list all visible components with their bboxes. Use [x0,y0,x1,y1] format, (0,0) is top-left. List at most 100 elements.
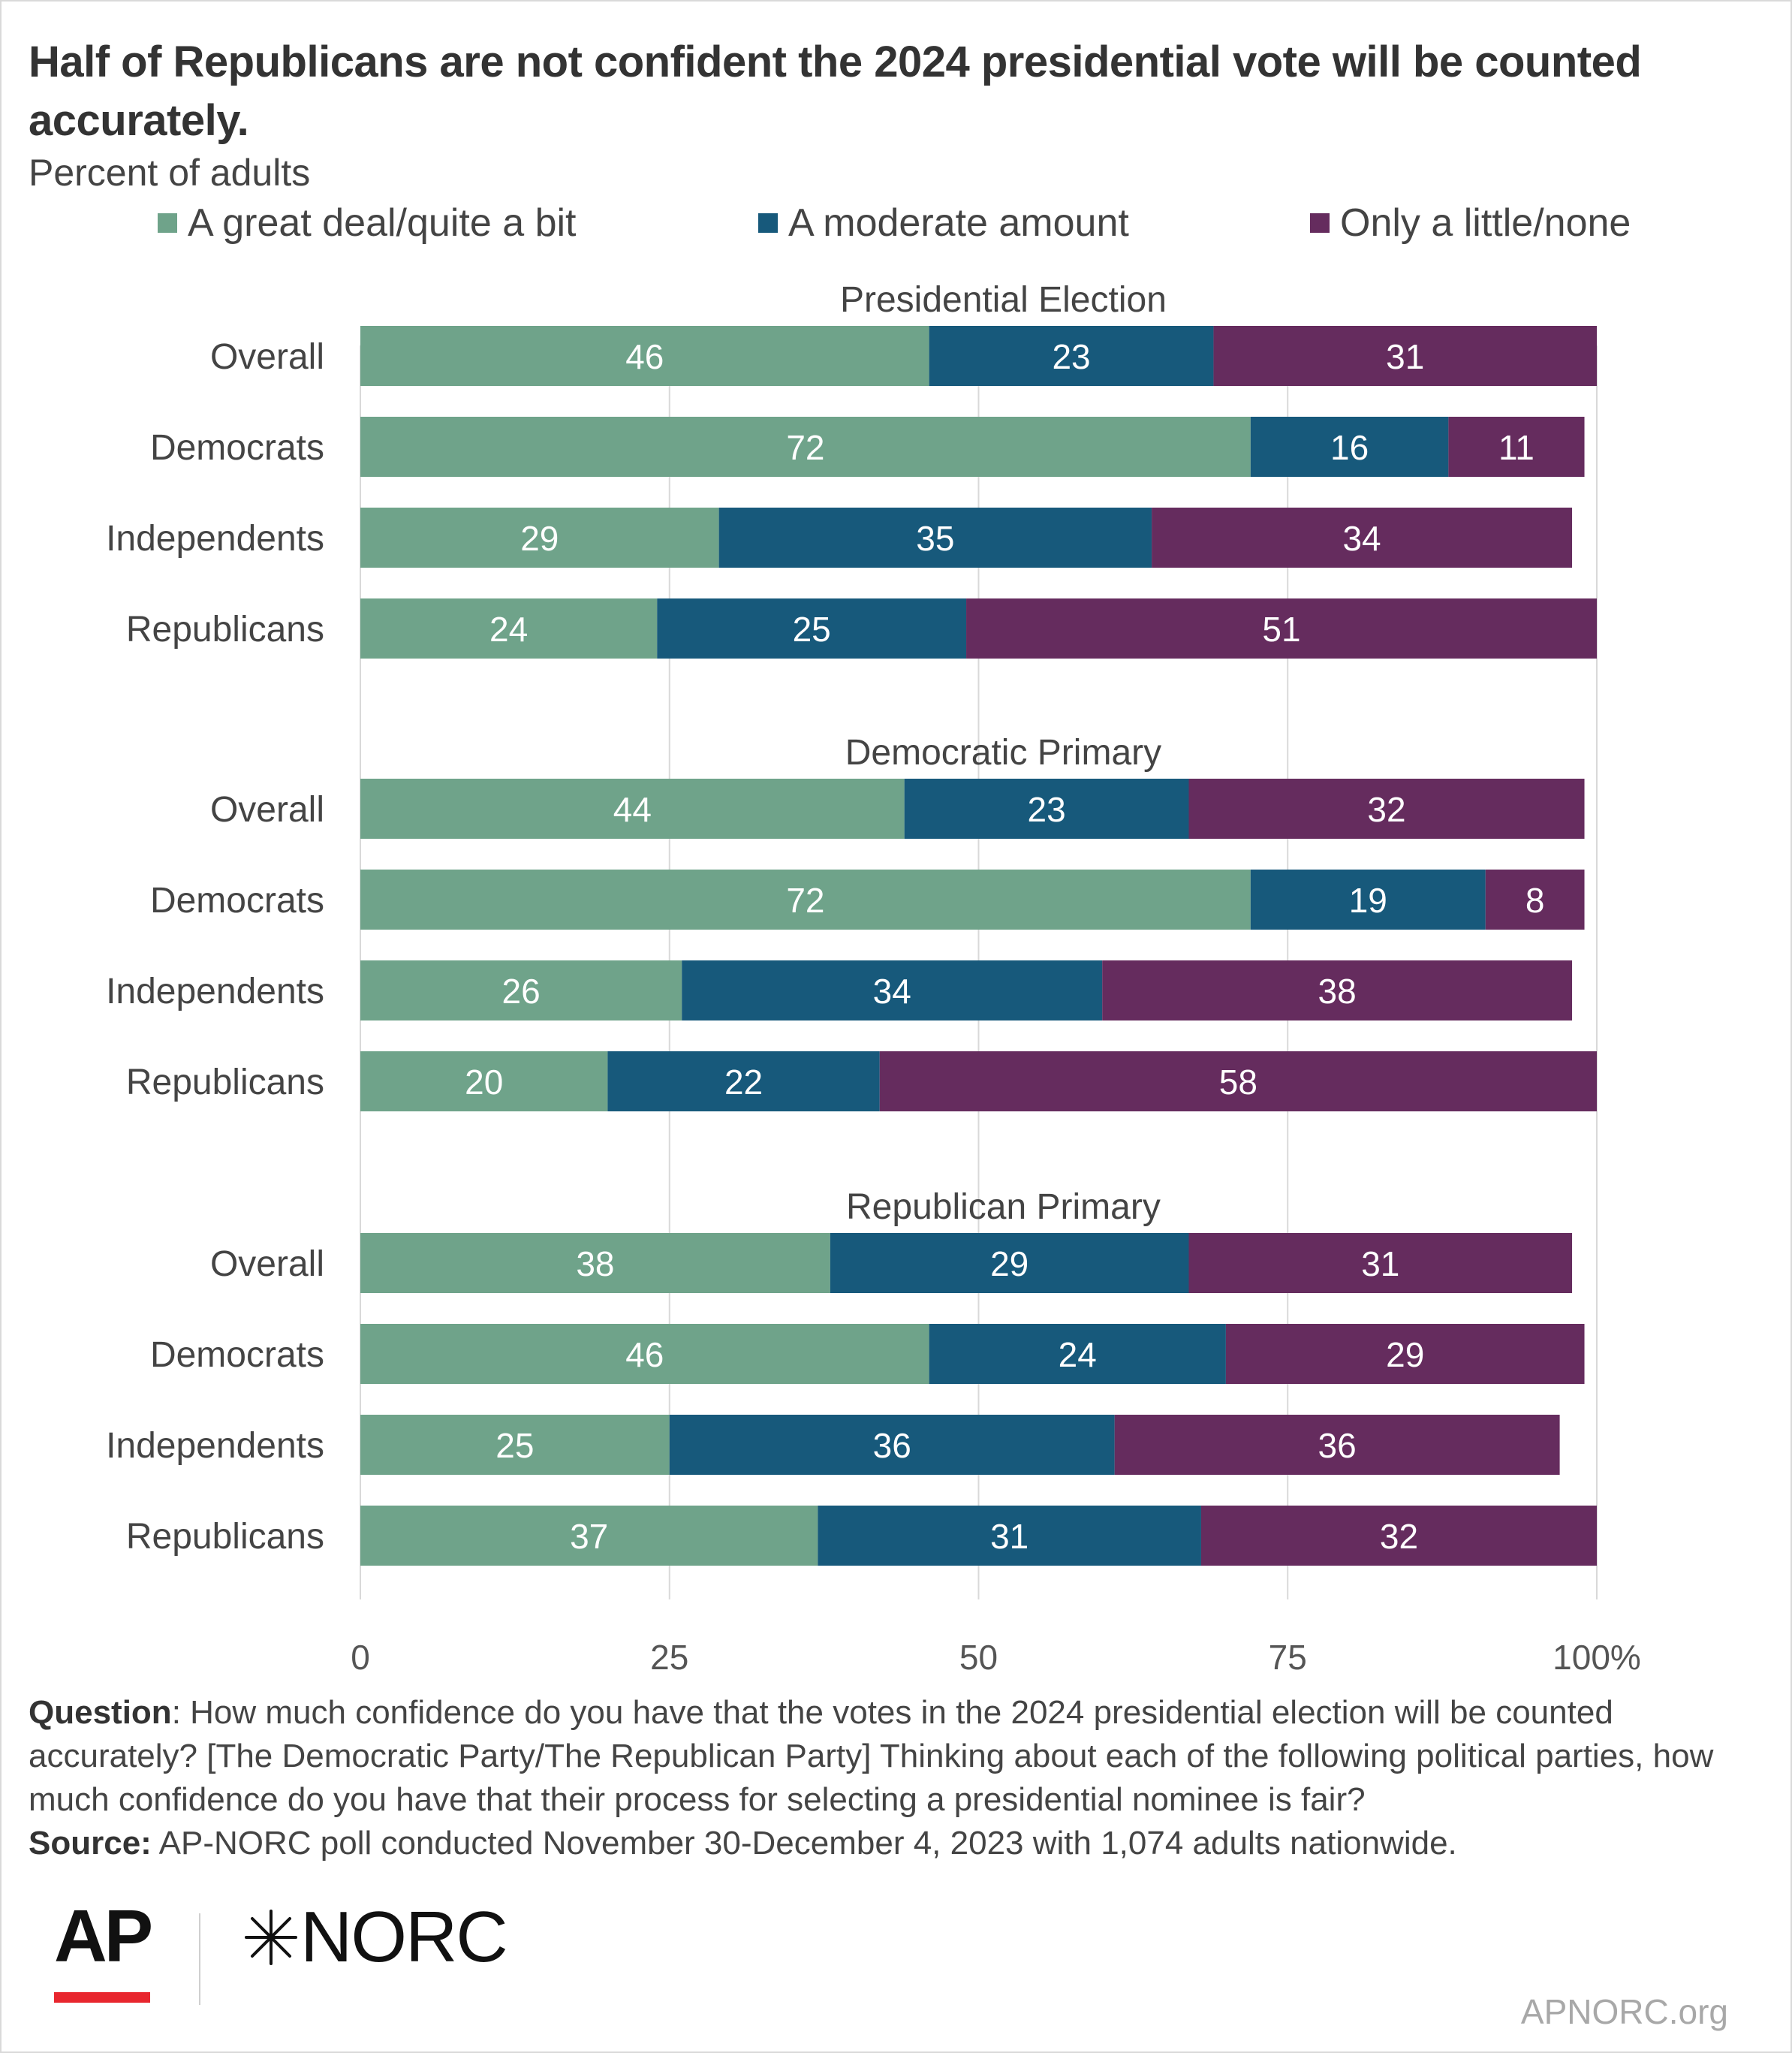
bar-presidential-election-republicans-s0 [360,598,658,659]
data-label-democratic-primary-overall-s0: 44 [613,790,652,829]
x-tick-label-100: 100% [1553,1638,1641,1677]
data-label-republican-primary-overall-s1: 29 [990,1244,1029,1283]
bar-presidential-election-republicans-s2 [966,598,1597,659]
footnote: Question: How much confidence do you hav… [29,1691,1770,1865]
bar-republican-primary-overall-s0 [360,1233,830,1293]
data-label-democratic-primary-republicans-s2: 58 [1219,1063,1257,1102]
chart-title: Half of Republicans are not confident th… [29,38,1642,145]
data-label-presidential-election-overall-s1: 23 [1052,337,1090,376]
bar-presidential-election-democrats-s2 [1448,417,1585,477]
row-label-republican-primary-republicans: Republicans [126,1517,324,1557]
chart-subtitle: Percent of adults [29,152,311,194]
panel-title-democratic-primary: Democratic Primary [845,733,1161,773]
bar-democratic-primary-independents-s2 [1102,960,1573,1020]
x-tick-label-75: 75 [1269,1638,1307,1677]
legend: A great deal/quite a bit A moderate amou… [0,197,1792,249]
x-tick-label-25: 25 [650,1638,688,1677]
bar-republican-primary-democrats-s2 [1225,1324,1585,1384]
legend-item-moderate: A moderate amount [758,197,1129,249]
bar-republican-primary-democrats-s0 [360,1324,929,1384]
bar-republican-primary-overall-s1 [830,1233,1189,1293]
legend-swatch-great-deal [158,213,177,233]
norc-logo: NORC [242,1900,508,1975]
data-label-presidential-election-republicans-s2: 51 [1262,610,1300,649]
question-label: Question [29,1694,172,1731]
site-url: APNORC.org [1520,1992,1728,2031]
bar-republican-primary-republicans-s1 [818,1506,1201,1566]
legend-swatch-little-none [1310,213,1330,233]
legend-label-great-deal: A great deal/quite a bit [188,201,577,245]
ap-logo: AP [54,1895,153,1977]
bar-presidential-election-republicans-s1 [657,598,967,659]
star-burst-icon [245,1910,297,1965]
bar-presidential-election-overall-s0 [360,326,929,386]
bar-democratic-primary-republicans-s0 [360,1051,608,1111]
row-label-democratic-primary-democrats: Democrats [150,881,324,921]
data-label-republican-primary-overall-s0: 38 [576,1244,614,1283]
data-label-republican-primary-overall-s2: 31 [1361,1244,1399,1283]
data-label-presidential-election-republicans-s1: 25 [793,610,831,649]
question-text: : How much confidence do you have that t… [29,1694,1714,1818]
data-label-democratic-primary-democrats-s0: 72 [786,881,824,920]
data-label-republican-primary-independents-s1: 36 [873,1426,911,1465]
bar-presidential-election-overall-s1 [929,326,1214,386]
bar-republican-primary-independents-s1 [669,1415,1115,1475]
data-label-democratic-primary-democrats-s1: 19 [1349,881,1387,920]
row-label-presidential-election-republicans: Republicans [126,610,324,650]
row-label-republican-primary-independents: Independents [106,1426,324,1466]
data-label-presidential-election-republicans-s0: 24 [489,610,528,649]
data-label-democratic-primary-independents-s2: 38 [1318,972,1357,1011]
bar-presidential-election-democrats-s1 [1250,417,1449,477]
legend-label-moderate: A moderate amount [788,201,1129,245]
bar-democratic-primary-democrats-s0 [360,870,1251,930]
data-label-democratic-primary-independents-s1: 34 [873,972,911,1011]
bar-democratic-primary-overall-s0 [360,779,905,839]
data-label-republican-primary-independents-s0: 25 [495,1426,534,1465]
bar-democratic-primary-republicans-s1 [607,1051,880,1111]
bar-presidential-election-overall-s2 [1213,326,1597,386]
data-label-democratic-primary-independents-s0: 26 [502,972,541,1011]
row-label-democratic-primary-republicans: Republicans [126,1063,324,1102]
row-label-presidential-election-democrats: Democrats [150,428,324,468]
data-label-presidential-election-democrats-s0: 72 [786,428,824,467]
data-label-republican-primary-democrats-s0: 46 [625,1335,664,1374]
bar-republican-primary-independents-s0 [360,1415,670,1475]
data-label-democratic-primary-overall-s1: 23 [1027,790,1065,829]
data-label-democratic-primary-republicans-s1: 22 [724,1063,763,1102]
panel-title-republican-primary: Republican Primary [846,1187,1161,1227]
bar-presidential-election-democrats-s0 [360,417,1251,477]
legend-item-little-none: Only a little/none [1310,197,1631,249]
data-label-presidential-election-independents-s1: 35 [916,519,954,558]
bar-democratic-primary-republicans-s2 [879,1051,1597,1111]
ap-logo-underline [54,1992,150,2003]
data-label-republican-primary-republicans-s2: 32 [1380,1517,1418,1556]
bar-republican-primary-republicans-s0 [360,1506,818,1566]
data-label-republican-primary-independents-s2: 36 [1318,1426,1357,1465]
bar-republican-primary-democrats-s1 [929,1324,1226,1384]
data-label-republican-primary-democrats-s1: 24 [1059,1335,1097,1374]
data-label-republican-primary-republicans-s1: 31 [990,1517,1029,1556]
bar-democratic-primary-democrats-s2 [1485,870,1585,930]
bar-presidential-election-independents-s0 [360,508,719,568]
row-label-democratic-primary-independents: Independents [106,972,324,1011]
data-label-presidential-election-independents-s2: 34 [1342,519,1381,558]
data-label-republican-primary-democrats-s2: 29 [1386,1335,1424,1374]
row-label-republican-primary-democrats: Democrats [150,1335,324,1375]
bar-presidential-election-independents-s1 [718,508,1152,568]
x-tick-label-0: 0 [351,1638,370,1677]
bar-democratic-primary-independents-s0 [360,960,682,1020]
data-label-presidential-election-independents-s0: 29 [520,519,559,558]
bar-democratic-primary-independents-s1 [682,960,1103,1020]
data-label-presidential-election-democrats-s2: 11 [1498,428,1534,467]
source-text: AP-NORC poll conducted November 30-Decem… [151,1825,1457,1862]
row-label-presidential-election-overall: Overall [210,337,324,377]
data-label-democratic-primary-democrats-s2: 8 [1525,881,1545,920]
bar-presidential-election-independents-s2 [1152,508,1573,568]
logo-divider [199,1913,200,2005]
data-label-presidential-election-democrats-s1: 16 [1330,428,1369,467]
data-label-republican-primary-republicans-s0: 37 [570,1517,608,1556]
data-label-presidential-election-overall-s2: 31 [1386,337,1424,376]
stacked-bar-chart: Presidential Election Overall 46 23 31 Democr… [106,280,1641,1677]
bar-democratic-primary-overall-s2 [1188,779,1585,839]
